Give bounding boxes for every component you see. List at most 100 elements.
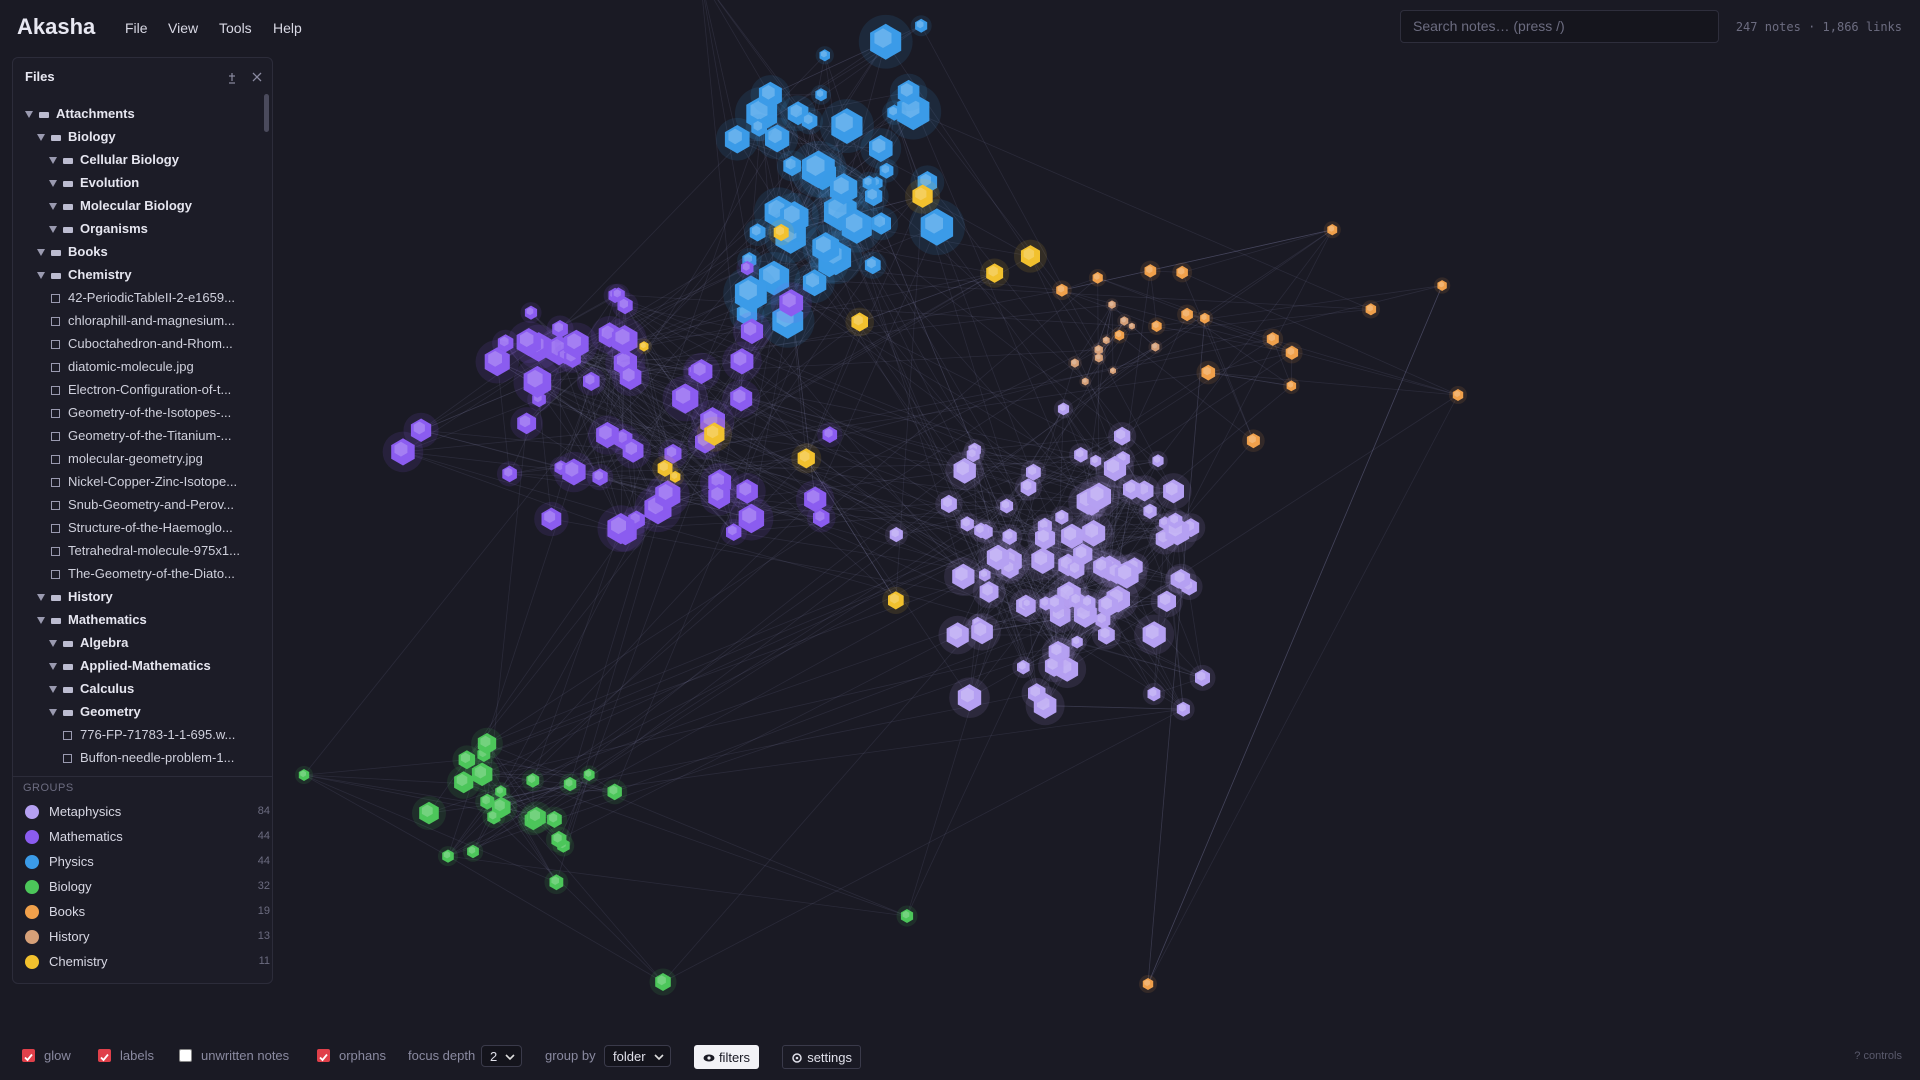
toggle[interactable]: unwritten notes	[179, 1045, 339, 1067]
note-node[interactable]	[513, 357, 562, 406]
file-row[interactable]: Electron-Configuration-of-t...	[51, 378, 231, 401]
note-node[interactable]	[611, 358, 650, 397]
folder-row[interactable]: History	[37, 585, 113, 608]
file-row[interactable]: Snub-Geometry-and-Perov...	[51, 493, 234, 516]
note-node[interactable]	[382, 431, 424, 473]
file-row[interactable]: Cuboctahedron-and-Rhom...	[51, 332, 233, 355]
scrollbar[interactable]	[264, 94, 269, 132]
note-node[interactable]	[723, 266, 779, 322]
note-node[interactable]	[636, 338, 652, 355]
note-node[interactable]	[545, 826, 572, 853]
note-node[interactable]	[791, 443, 822, 474]
note-node[interactable]	[935, 490, 963, 518]
note-node[interactable]	[652, 455, 678, 482]
note-node[interactable]	[576, 366, 606, 396]
note-node[interactable]	[715, 117, 759, 161]
note-node[interactable]	[611, 292, 639, 319]
note-node[interactable]	[403, 412, 439, 448]
note-node[interactable]	[496, 461, 523, 487]
note-node[interactable]	[944, 557, 983, 596]
note-node[interactable]	[732, 312, 772, 351]
note-node[interactable]	[452, 745, 482, 775]
note-node[interactable]	[447, 765, 481, 799]
note-node[interactable]	[482, 805, 506, 829]
note-node[interactable]	[830, 200, 883, 253]
menu-item[interactable]: File	[125, 20, 148, 36]
note-node[interactable]	[437, 846, 459, 867]
note-node[interactable]	[770, 282, 812, 324]
focus-depth-select[interactable]: 2	[481, 1045, 522, 1067]
note-node[interactable]	[615, 432, 652, 469]
group-row[interactable]: Metaphysics 84	[25, 799, 270, 824]
note-node[interactable]	[544, 870, 569, 895]
note-node[interactable]	[602, 317, 647, 362]
note-node[interactable]	[1155, 473, 1192, 510]
note-node[interactable]	[520, 801, 553, 834]
file-row[interactable]: Nickel-Copper-Zinc-Isotope...	[51, 470, 237, 493]
note-node[interactable]	[722, 379, 761, 418]
note-node[interactable]	[722, 341, 762, 382]
note-node[interactable]	[1052, 280, 1072, 301]
note-node[interactable]	[1091, 588, 1126, 623]
note-node[interactable]	[1022, 540, 1063, 581]
note-node[interactable]	[1100, 334, 1113, 347]
note-node[interactable]	[1067, 356, 1082, 370]
note-node[interactable]	[728, 472, 766, 510]
note-node[interactable]	[462, 841, 484, 862]
group-row[interactable]: Chemistry 11	[25, 949, 270, 974]
note-node[interactable]	[882, 100, 907, 125]
folder-row[interactable]: Geometry	[49, 700, 141, 723]
file-row[interactable]: 42-PeriodicTableII-2-e1659...	[51, 286, 235, 309]
note-node[interactable]	[597, 505, 645, 552]
note-node[interactable]	[745, 114, 773, 142]
note-node[interactable]	[750, 75, 791, 115]
menu-item[interactable]: Help	[273, 20, 302, 36]
note-node[interactable]	[972, 575, 1006, 609]
note-node[interactable]	[1323, 221, 1341, 239]
note-node[interactable]	[1012, 656, 1035, 679]
note-node[interactable]	[974, 564, 995, 585]
note-node[interactable]	[587, 415, 628, 455]
note-node[interactable]	[860, 128, 902, 169]
note-node[interactable]	[945, 451, 985, 491]
note-node[interactable]	[534, 501, 569, 537]
controls-help[interactable]: ? controls	[1854, 1050, 1902, 1062]
note-node[interactable]	[1142, 682, 1166, 706]
note-node[interactable]	[658, 438, 688, 469]
folder-row[interactable]: Applied-Mathematics	[49, 654, 211, 677]
note-node[interactable]	[491, 782, 511, 802]
panel-actions[interactable]	[213, 70, 263, 86]
note-node[interactable]	[1073, 513, 1114, 554]
note-node[interactable]	[1053, 399, 1074, 419]
note-node[interactable]	[938, 615, 977, 655]
note-node[interactable]	[1091, 350, 1106, 365]
file-row[interactable]: chloraphill-and-magnesium...	[51, 309, 235, 332]
note-node[interactable]	[520, 302, 542, 324]
note-node[interactable]	[815, 46, 834, 65]
note-node[interactable]	[864, 206, 899, 241]
note-node[interactable]	[1361, 300, 1381, 319]
note-node[interactable]	[811, 84, 832, 105]
folder-row[interactable]: Attachments	[25, 102, 135, 125]
note-node[interactable]	[1449, 386, 1467, 404]
note-node[interactable]	[908, 199, 965, 256]
note-node[interactable]	[1262, 328, 1284, 350]
group-by-select[interactable]: folder	[604, 1045, 671, 1067]
note-node[interactable]	[905, 178, 941, 214]
note-node[interactable]	[720, 518, 747, 546]
note-node[interactable]	[682, 352, 721, 391]
note-node[interactable]	[1150, 585, 1183, 618]
file-row[interactable]: The-Geometry-of-the-Diato...	[51, 562, 235, 585]
note-node[interactable]	[882, 586, 910, 615]
note-node[interactable]	[1107, 365, 1119, 376]
note-node[interactable]	[1086, 451, 1106, 471]
note-node[interactable]	[1117, 313, 1132, 329]
note-node[interactable]	[1088, 268, 1107, 287]
note-node[interactable]	[1091, 342, 1106, 358]
toggle[interactable]: glow	[22, 1045, 182, 1067]
note-node[interactable]	[768, 219, 795, 246]
note-node[interactable]	[541, 806, 568, 833]
note-node[interactable]	[412, 796, 446, 831]
note-node[interactable]	[1079, 375, 1092, 388]
